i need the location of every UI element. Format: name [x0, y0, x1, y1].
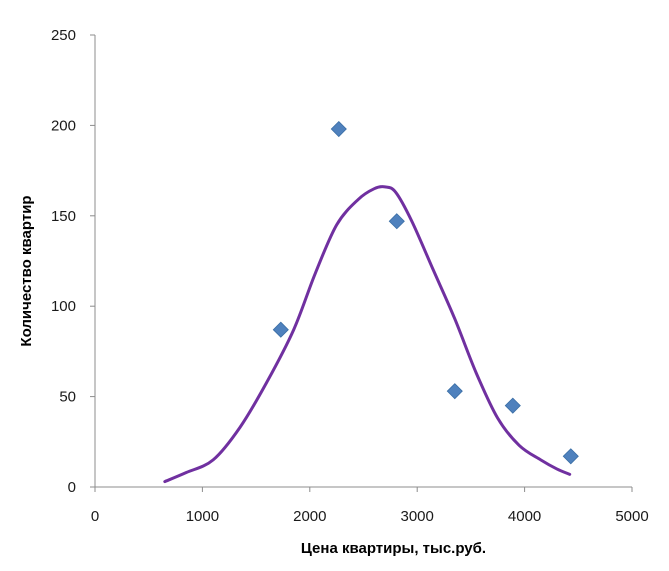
y-tick-label: 100 — [51, 298, 76, 315]
y-tick-label: 50 — [59, 389, 76, 406]
y-tick-label: 0 — [68, 479, 76, 496]
data-point — [504, 397, 521, 414]
x-tick-label: 2000 — [293, 508, 326, 525]
data-point — [446, 383, 463, 400]
x-axis-title: Цена квартиры, тыс.руб. — [301, 540, 486, 557]
data-point — [562, 448, 579, 465]
x-tick-label: 4000 — [508, 508, 541, 525]
plot-area — [163, 120, 579, 484]
y-axis-title: Количество квартир — [18, 195, 35, 346]
axes — [90, 34, 633, 492]
data-point — [388, 213, 405, 230]
x-tick-labels: 0 1000 2000 3000 4000 5000 — [91, 508, 649, 525]
data-point — [330, 120, 347, 138]
trend-curve — [163, 185, 572, 484]
x-tick-label: 3000 — [401, 508, 434, 525]
y-tick-label: 250 — [51, 27, 76, 44]
x-tick-label: 5000 — [615, 508, 648, 525]
data-point — [272, 321, 289, 338]
y-tick-labels: 0 50 100 150 200 250 — [51, 27, 76, 496]
x-tick-label: 1000 — [186, 508, 219, 525]
x-tick-label: 0 — [91, 508, 99, 525]
y-tick-label: 150 — [51, 208, 76, 225]
y-tick-label: 200 — [51, 117, 76, 134]
